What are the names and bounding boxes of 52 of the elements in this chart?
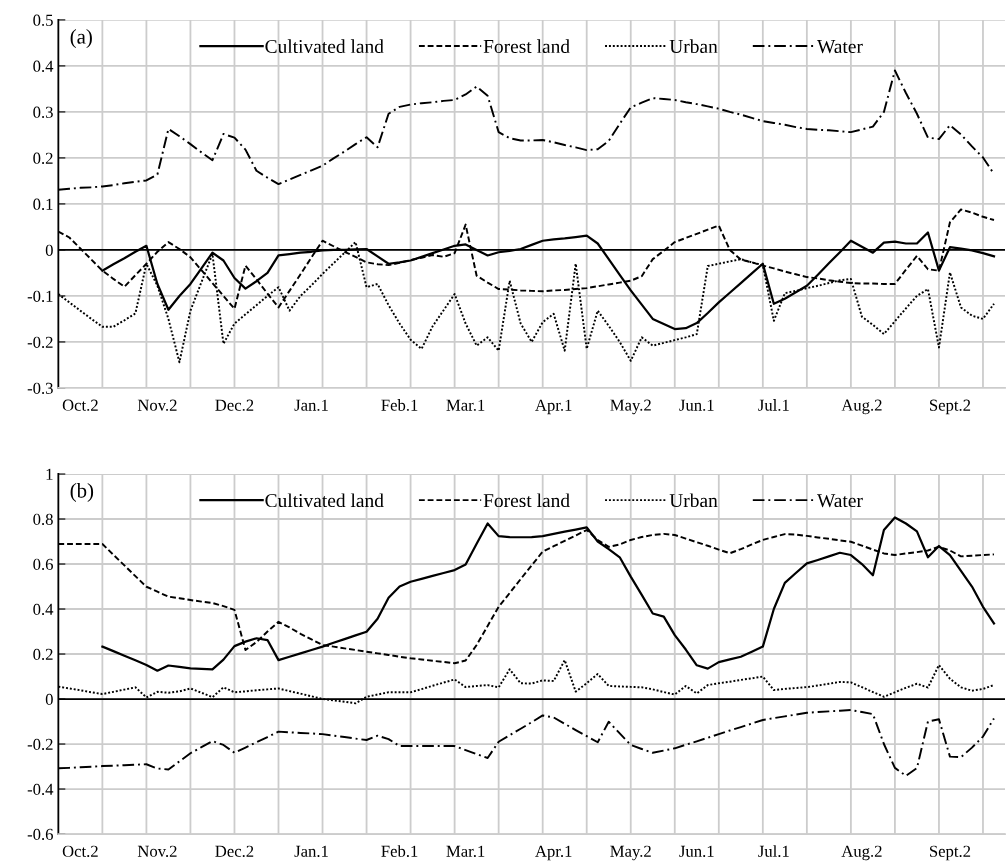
y-tick-label: 0 [45,693,53,705]
x-tick-label: May.2 [610,845,651,861]
x-tick-label: Apr.1 [535,845,572,861]
x-tick-label: Jun.1 [679,399,714,411]
y-tick-label: -0.1 [27,290,53,302]
legend-label: Forest land [483,39,570,54]
legend-label: Water [817,494,863,508]
x-tick-label: Oct.2 [62,845,98,857]
x-tick-label: Sept.2 [930,399,971,415]
y-tick-label: -0.6 [27,828,53,841]
x-tick-label: Jan.1 [294,845,328,857]
y-tick-label: 0 [45,244,53,256]
y-tick-label: 0.4 [33,603,54,616]
y-tick-label: -0.2 [27,336,53,348]
legend-label: Urban [669,39,718,54]
x-tick-label: Jan.1 [294,399,328,411]
y-tick-label: 0.2 [33,152,53,164]
y-tick-label: -0.3 [27,382,53,394]
y-tick-label: 0.2 [33,648,53,661]
x-tick-label: Feb.1 [381,399,418,411]
legend-label: Urban [669,493,718,508]
legend-label: Cultivated land [265,39,384,54]
x-tick-label: Jun.1 [679,845,714,857]
x-tick-label: Aug.2 [841,399,882,415]
y-tick-label: 0.3 [33,106,53,118]
y-tick-label: -0.4 [27,783,54,796]
y-tick-label: 1 [46,468,53,480]
x-tick-label: Feb.1 [381,845,418,857]
x-tick-label: Aug.2 [841,845,882,861]
x-tick-label: Sept.2 [930,845,971,861]
x-tick-label: Nov.2 [137,399,177,411]
x-tick-label: Nov.2 [137,845,177,857]
x-tick-label: Dec.2 [215,845,254,857]
legend-label: Cultivated land [265,493,384,508]
y-tick-label: -0.2 [27,738,53,751]
x-tick-label: Mar.1 [446,845,485,857]
x-tick-label: Mar.1 [446,399,485,411]
y-tick-label: 0.4 [33,60,54,72]
y-tick-label: 0.6 [33,558,53,571]
x-tick-label: Apr.1 [535,399,572,415]
y-tick-label: 0.1 [33,198,53,210]
x-tick-label: Oct.2 [62,399,98,411]
x-tick-label: Jul.1 [758,845,789,857]
y-tick-label: 0.8 [33,513,53,526]
x-tick-label: May.2 [610,399,651,415]
x-tick-label: Dec.2 [215,399,254,411]
x-tick-label: Jul.1 [758,399,789,411]
legend-label: Forest land [483,493,570,508]
y-tick-label: 0.5 [33,14,53,26]
annotation: (b) [70,483,94,502]
annotation: (a) [70,29,92,48]
legend-label: Water [817,40,863,54]
